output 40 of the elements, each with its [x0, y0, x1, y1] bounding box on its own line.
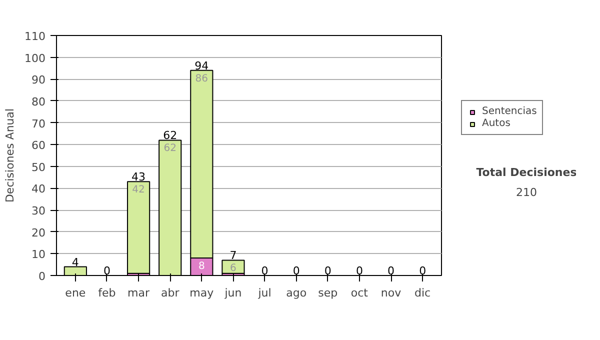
x-tick-label: sep	[318, 286, 338, 300]
y-tick-label: 90	[32, 74, 46, 87]
data-label: 42	[132, 184, 145, 196]
data-label: 86	[195, 73, 208, 84]
y-tick-label: 20	[32, 226, 46, 240]
y-tick-label: 0	[38, 270, 46, 283]
x-tick-label: ago	[286, 286, 307, 300]
x-tick-label: oct	[350, 286, 369, 300]
y-tick-label: 60	[32, 139, 46, 152]
x-tick-label: may	[190, 286, 214, 300]
text: Total Decisiones	[476, 166, 578, 179]
x-tick-label: mar	[128, 286, 150, 300]
y-tick-label: 40	[32, 182, 46, 196]
x-tick-label: feb	[98, 286, 116, 300]
x-tick-label: jun	[224, 286, 242, 300]
y-tick-label: 80	[32, 95, 46, 108]
x-tick-label: ene	[65, 286, 86, 300]
total-label: 7	[230, 249, 237, 262]
x-tick-label: dic	[414, 286, 431, 300]
y-tick-label: 30	[32, 204, 46, 218]
total-label: 43	[132, 170, 146, 184]
x-tick-label: abr	[160, 286, 180, 300]
total-label: 0	[419, 264, 426, 278]
total-label: 62	[163, 129, 178, 142]
y-axis-title: Decisiones Anual	[4, 108, 17, 203]
data-label: 6	[230, 263, 236, 274]
total-label: 4	[72, 256, 79, 269]
total-label: 94	[194, 59, 209, 72]
legend-label: Sentencias	[482, 106, 537, 117]
x-tick-label: jul	[257, 286, 272, 300]
y-tick-label: 110	[24, 30, 46, 43]
text: 210	[516, 186, 537, 199]
data-label: 8	[198, 261, 205, 272]
y-tick-label: 10	[32, 248, 46, 262]
y-tick-label: 50	[32, 160, 46, 174]
legend-label: Autos	[482, 118, 510, 129]
y-tick-label: 70	[32, 117, 46, 130]
y-tick-label: 100	[24, 52, 46, 65]
x-tick-label: nov	[380, 286, 402, 300]
data-label: 62	[164, 143, 176, 154]
